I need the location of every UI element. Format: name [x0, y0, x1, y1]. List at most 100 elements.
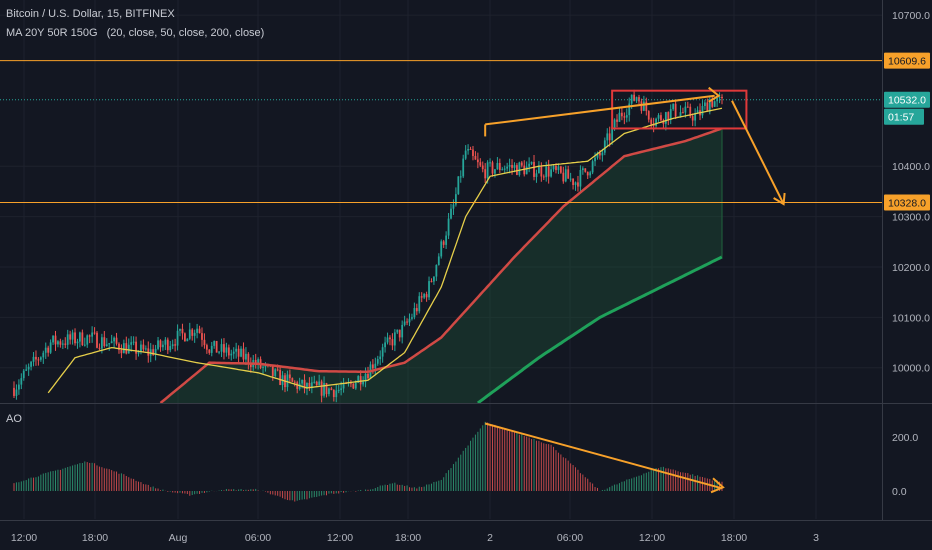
ao-divergence-arrow[interactable]	[484, 422, 723, 490]
candle[interactable]	[381, 343, 384, 363]
candle[interactable]	[142, 339, 145, 352]
candle[interactable]	[462, 154, 465, 179]
candle[interactable]	[564, 165, 567, 183]
candle[interactable]	[440, 239, 443, 259]
candle[interactable]	[689, 103, 692, 119]
candle[interactable]	[384, 336, 386, 353]
candle[interactable]	[71, 329, 74, 345]
candle[interactable]	[115, 332, 118, 346]
candle[interactable]	[464, 145, 467, 160]
ao-pane[interactable]	[13, 421, 723, 502]
candle[interactable]	[303, 374, 306, 394]
candle[interactable]	[706, 98, 709, 112]
candle[interactable]	[491, 160, 494, 177]
candle[interactable]	[606, 128, 609, 148]
candle[interactable]	[518, 161, 521, 177]
candle[interactable]	[667, 111, 670, 126]
candle[interactable]	[332, 389, 335, 402]
candle[interactable]	[420, 292, 423, 303]
candle[interactable]	[650, 117, 653, 130]
candle[interactable]	[367, 366, 369, 380]
candle[interactable]	[235, 342, 238, 359]
candle[interactable]	[37, 357, 40, 366]
candle[interactable]	[288, 369, 291, 384]
candle[interactable]	[191, 328, 194, 341]
candle[interactable]	[113, 336, 115, 349]
candle[interactable]	[86, 334, 89, 348]
candle[interactable]	[271, 365, 274, 381]
candle[interactable]	[567, 165, 570, 179]
candle[interactable]	[225, 342, 228, 357]
candle[interactable]	[350, 379, 352, 388]
candle[interactable]	[308, 377, 311, 392]
candle[interactable]	[164, 337, 167, 351]
candle[interactable]	[474, 151, 477, 160]
candle[interactable]	[83, 337, 86, 347]
candle[interactable]	[552, 164, 555, 172]
candle[interactable]	[166, 337, 169, 355]
candle[interactable]	[472, 145, 474, 161]
candle[interactable]	[415, 303, 418, 316]
candle[interactable]	[616, 114, 618, 128]
candle[interactable]	[642, 95, 645, 112]
candle[interactable]	[91, 326, 94, 343]
candle[interactable]	[337, 384, 340, 394]
candle[interactable]	[557, 163, 560, 175]
candle[interactable]	[647, 110, 650, 123]
candle[interactable]	[694, 108, 697, 127]
candle[interactable]	[183, 332, 186, 342]
candle[interactable]	[208, 349, 211, 355]
candle[interactable]	[459, 170, 462, 183]
candle[interactable]	[296, 380, 299, 394]
candle[interactable]	[220, 338, 223, 358]
candle[interactable]	[35, 350, 37, 366]
candle[interactable]	[330, 386, 333, 391]
candle[interactable]	[389, 335, 391, 346]
candle[interactable]	[584, 168, 587, 173]
candle[interactable]	[310, 376, 313, 394]
candle[interactable]	[391, 333, 394, 351]
candle[interactable]	[110, 334, 113, 344]
candle[interactable]	[157, 337, 159, 351]
candle[interactable]	[323, 376, 325, 398]
candle[interactable]	[577, 175, 579, 192]
candle[interactable]	[193, 329, 196, 343]
candle[interactable]	[179, 328, 181, 337]
candle[interactable]	[516, 163, 518, 176]
candle[interactable]	[640, 98, 643, 114]
candle[interactable]	[122, 339, 125, 354]
candle[interactable]	[318, 374, 321, 386]
candle[interactable]	[437, 253, 440, 266]
candle[interactable]	[223, 338, 225, 360]
candle[interactable]	[713, 100, 716, 107]
candle[interactable]	[127, 338, 130, 354]
candle[interactable]	[130, 336, 133, 352]
candle[interactable]	[201, 327, 203, 347]
candle[interactable]	[496, 157, 499, 170]
candle[interactable]	[701, 100, 704, 119]
candle[interactable]	[418, 292, 421, 314]
candle[interactable]	[452, 199, 455, 215]
candle[interactable]	[574, 181, 577, 191]
candle[interactable]	[469, 146, 472, 150]
candle[interactable]	[174, 338, 177, 352]
candle[interactable]	[66, 329, 69, 350]
candle[interactable]	[718, 92, 721, 104]
candle[interactable]	[672, 103, 675, 111]
candle[interactable]	[230, 349, 233, 361]
candle[interactable]	[237, 345, 240, 364]
candle[interactable]	[291, 377, 294, 383]
candle[interactable]	[435, 264, 438, 282]
candle[interactable]	[47, 345, 50, 357]
candle[interactable]	[49, 339, 52, 355]
candle[interactable]	[559, 165, 562, 174]
countdown-tag[interactable]: 01:57	[884, 108, 924, 125]
candle[interactable]	[359, 370, 362, 391]
candle[interactable]	[57, 340, 59, 348]
candle[interactable]	[374, 357, 377, 375]
candle[interactable]	[240, 346, 242, 358]
candle[interactable]	[125, 336, 128, 355]
candle[interactable]	[76, 338, 79, 349]
candle[interactable]	[408, 313, 411, 327]
candle[interactable]	[162, 340, 164, 351]
